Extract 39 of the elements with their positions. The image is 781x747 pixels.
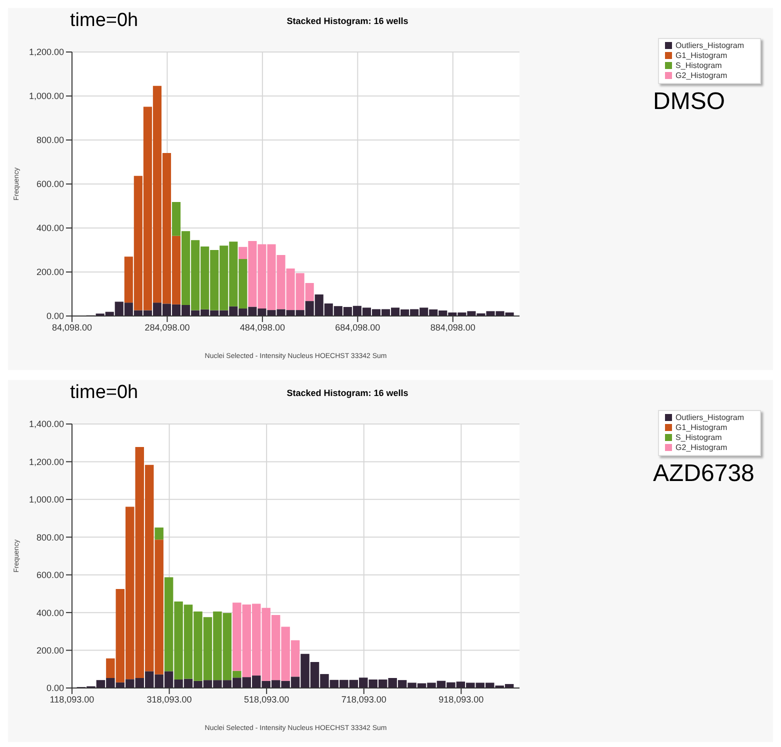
legend-label: Outliers_Histogram: [676, 41, 744, 50]
x-tick-label: 884,098.00: [430, 322, 476, 332]
legend-label: G2_Histogram: [676, 443, 728, 452]
y-tick-label: 400.00: [36, 608, 64, 618]
text: AZD6738: [653, 460, 754, 488]
y-tick-label: 800.00: [36, 135, 64, 146]
y-tick-label: 1,400.00: [28, 419, 64, 430]
text: DMSO: [653, 88, 725, 116]
legend-label: G1_Histogram: [676, 423, 728, 432]
y-tick-label: 600.00: [36, 570, 64, 580]
text: time=0h: [70, 382, 138, 404]
y-tick-label: 200.00: [36, 267, 64, 278]
y-tick-label: 400.00: [36, 223, 64, 234]
x-tick-label: 318,093.00: [146, 694, 192, 704]
y-tick-label: 800.00: [36, 532, 64, 542]
x-tick-label: 84,098.00: [52, 322, 92, 332]
x-tick-label: 118,093.00: [50, 694, 94, 704]
legend-label: G1_Histogram: [676, 51, 728, 60]
x-tick-label: 718,093.00: [341, 694, 386, 704]
legend-label: S_Histogram: [676, 433, 722, 442]
y-tick-label: 0.00: [46, 311, 64, 322]
y-tick-label: 1,000.00: [28, 494, 64, 505]
x-tick-label: 918,093.00: [438, 694, 484, 704]
x-tick-label: 684,098.00: [335, 322, 380, 332]
y-tick-label: 200.00: [36, 645, 64, 656]
x-tick-label: 484,098.00: [240, 322, 285, 332]
chart-title: Stacked Histogram: 16 wells: [286, 388, 408, 398]
chart-title: Stacked Histogram: 16 wells: [286, 16, 408, 26]
legend-label: G2_Histogram: [676, 71, 728, 80]
legend-label: S_Histogram: [676, 61, 722, 70]
y-tick-label: 1,200.00: [28, 456, 64, 467]
y-tick-label: 0.00: [46, 683, 64, 694]
legend-label: Outliers_Histogram: [676, 413, 744, 422]
x-tick-label: 518,093.00: [244, 694, 290, 704]
y-tick-label: 1,200.00: [28, 47, 64, 58]
x-tick-label: 284,098.00: [144, 322, 190, 332]
text: time=0h: [70, 10, 138, 32]
y-tick-label: 600.00: [36, 179, 64, 190]
y-tick-label: 1,000.00: [28, 91, 64, 102]
